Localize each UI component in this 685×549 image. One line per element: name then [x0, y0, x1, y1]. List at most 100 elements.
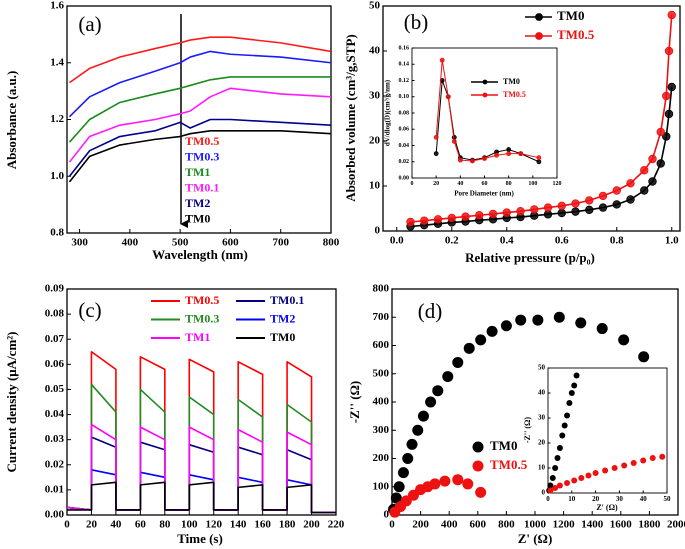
- x-tick-label: 120: [205, 518, 222, 530]
- series-line: [68, 76, 331, 143]
- y-tick-label: 1.2: [50, 113, 64, 125]
- y-tick-label: 10: [538, 464, 546, 472]
- data-point: [461, 212, 470, 221]
- x-tick-label: 10: [568, 495, 576, 503]
- plot-frame: [382, 5, 681, 232]
- data-point: [598, 191, 608, 201]
- data-point: [475, 334, 487, 346]
- y-tick-label: 20: [538, 439, 546, 447]
- x-tick-label: 1400: [581, 518, 604, 530]
- x-tick-label: 140: [230, 518, 247, 530]
- series-line: [66, 350, 336, 514]
- legend-label: TM0.5: [557, 27, 595, 42]
- series-line: [66, 423, 336, 514]
- x-tick-label: 0.2: [445, 234, 459, 246]
- plot-frame: [66, 288, 337, 516]
- legend-label: TM0: [557, 8, 584, 23]
- data-point: [417, 410, 429, 422]
- legend-label: TM0.1: [270, 293, 304, 307]
- legend-label: TM0.5: [185, 293, 219, 307]
- y-tick-label: 500: [373, 367, 390, 379]
- data-point: [554, 455, 561, 461]
- data-point: [406, 438, 418, 450]
- data-point: [445, 94, 451, 100]
- y-tick-label: 400: [373, 396, 390, 408]
- data-point: [439, 57, 445, 63]
- y-axis-label: Absorbed volume (cm³/g,STP): [343, 34, 358, 201]
- y-axis-label: Current density (μA/cm²): [4, 331, 19, 472]
- data-point: [612, 200, 621, 209]
- y-tick-label: 0.14: [399, 62, 410, 68]
- data-point: [457, 157, 463, 163]
- series-line: [68, 118, 332, 177]
- data-point: [530, 205, 539, 214]
- x-tick-label: 20: [433, 181, 439, 187]
- data-point: [667, 10, 676, 20]
- data-point: [488, 209, 498, 219]
- data-point: [626, 179, 635, 188]
- data-point: [475, 211, 484, 220]
- data-point: [556, 445, 563, 451]
- legend-label: TM0.1: [185, 180, 219, 194]
- data-point: [536, 159, 542, 165]
- y-tick-label: 1.6: [50, 0, 64, 12]
- series-line: [68, 130, 332, 183]
- data-point: [618, 334, 630, 346]
- y-tick-label: 0.06: [399, 127, 410, 133]
- x-tick-label: 60: [135, 518, 147, 530]
- data-point: [585, 472, 592, 479]
- data-point: [648, 154, 657, 164]
- y-tick-label: 0.05: [45, 383, 65, 395]
- data-point: [432, 385, 444, 397]
- data-point: [557, 201, 566, 210]
- x-tick-label: 220: [328, 518, 345, 530]
- data-point: [425, 396, 437, 408]
- x-tick-label: 40: [640, 495, 648, 503]
- data-point: [502, 208, 511, 217]
- legend-label: TM0: [270, 330, 295, 344]
- panel-label: (c): [78, 298, 101, 322]
- data-point: [486, 325, 498, 337]
- y-axis-label: dV/dlog(D)(cm³/g/nm): [384, 79, 392, 146]
- series-line: [68, 87, 332, 163]
- data-point: [596, 323, 608, 335]
- x-tick-label: 100: [181, 518, 198, 530]
- series-line: [67, 481, 336, 514]
- data-point: [568, 390, 575, 396]
- legend-label: TM2: [185, 196, 210, 210]
- data-point: [500, 320, 512, 332]
- legend-marker: [535, 13, 543, 21]
- y-tick-label: 0.07: [45, 333, 65, 345]
- y-tick-label: 0: [542, 489, 546, 497]
- y-tick-label: 600: [373, 339, 390, 351]
- y-tick-label: 0.00: [45, 509, 65, 521]
- data-point: [592, 470, 599, 476]
- data-point: [561, 422, 568, 429]
- x-tick-label: 0: [546, 495, 550, 503]
- panel-label: (b): [404, 10, 429, 34]
- data-point: [412, 424, 424, 436]
- data-point: [621, 462, 628, 469]
- legend-label: TM0.5: [503, 90, 526, 99]
- panel-label: (d): [418, 299, 443, 323]
- x-tick-label: 20: [86, 518, 98, 530]
- data-point: [575, 317, 587, 329]
- data-point: [429, 478, 441, 490]
- legend-marker: [482, 92, 488, 98]
- data-point: [506, 147, 512, 152]
- x-tick-label: 1.0: [665, 234, 679, 246]
- data-point: [564, 412, 571, 419]
- data-point: [611, 465, 618, 471]
- legend-label: TM0: [490, 438, 517, 453]
- data-point: [630, 460, 637, 466]
- data-point: [516, 206, 525, 216]
- data-point: [442, 371, 454, 383]
- data-point: [649, 455, 656, 461]
- x-tick-label: 500: [172, 236, 189, 248]
- x-tick-label: 40: [457, 181, 463, 187]
- y-tick-label: 1.4: [50, 56, 64, 68]
- data-point: [553, 311, 565, 323]
- x-tick-label: 40: [110, 518, 122, 530]
- x-tick-label: 300: [71, 236, 88, 248]
- legend-label: TM0: [503, 77, 520, 86]
